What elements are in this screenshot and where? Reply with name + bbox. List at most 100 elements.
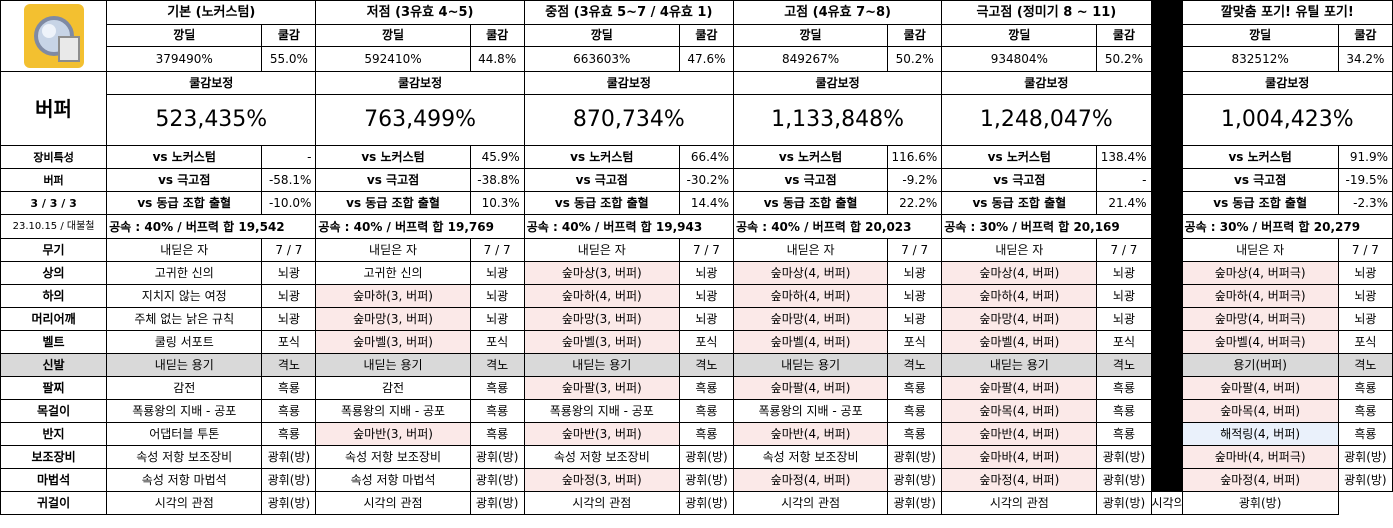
attack-speed-buff-sum: 공속 : 40% / 버프력 합 19,769 [315,214,525,239]
equip-item: 시각의 관점 [941,491,1098,515]
equip-item: 숲마목(4, 버퍼) [1181,399,1339,423]
correction-value: 523,435% [106,94,317,146]
equip-option: 광휘(방) [261,491,317,515]
comparison-value: 14.4% [678,191,734,215]
deal-value: 934804% [941,46,1098,72]
equip-option: 흑룡 [887,399,943,423]
attack-speed-buff-sum: 공속 : 30% / 버프력 합 20,279 [1181,214,1393,239]
comparison-label: vs 동급 조합 출혈 [941,191,1098,215]
deal-header: 깡딜 [106,23,263,48]
equip-option: 7 / 7 [678,238,734,262]
deal-header: 깡딜 [1181,23,1339,48]
comparison-value: 66.4% [678,145,734,169]
class-icon-cell [0,0,108,72]
comparison-label: vs 동급 조합 출혈 [315,191,471,215]
equip-item: 숲마하(4, 버퍼) [523,284,680,308]
equip-item: 쿨링 서포트 [106,330,263,354]
equip-option: 포식 [1096,330,1152,354]
equip-item: 숲마바(4, 버퍼) [941,445,1098,469]
equip-item: 시각의 관점 [315,491,471,515]
cool-header: 쿨감 [678,23,734,48]
equip-item: 고귀한 신의 [106,261,263,285]
equip-item: 내딛는 용기 [732,353,889,377]
buffer-label: 버퍼 [0,71,108,146]
equip-item: 내딛은 자 [941,238,1098,262]
equip-item: 숲마정(4, 버퍼) [732,468,889,492]
cool-header: 쿨감 [1096,23,1152,48]
comparison-value: -19.5% [1337,168,1393,192]
comparison-value: -58.1% [261,168,317,192]
comparison-label: vs 노커스텀 [106,145,263,169]
equip-option: 흑룡 [678,422,734,446]
equip-item: 내딛는 용기 [315,353,471,377]
equip-item: 감전 [106,376,263,400]
equip-option: 뇌광 [469,261,525,285]
equip-item: 속성 저항 마법석 [315,468,471,492]
left-meta-label: 버퍼 [0,168,108,192]
correction-value: 1,133,848% [732,94,943,146]
equip-item: 숲마반(3, 버퍼) [523,422,680,446]
equip-option: 흑룡 [1337,399,1393,423]
equip-item: 숲마벨(4, 버퍼) [941,330,1098,354]
comparison-label: vs 동급 조합 출혈 [106,191,263,215]
equip-option: 7 / 7 [887,238,943,262]
equip-item: 지치지 않는 여정 [106,284,263,308]
equip-option: 광휘(방) [887,491,943,515]
cool-header: 쿨감 [469,23,525,48]
equip-item: 숲마하(4, 버퍼극) [1181,284,1339,308]
equip-item: 시각의 관점 [1150,491,1183,515]
slot-label: 귀걸이 [0,491,108,515]
equip-item: 폭룡왕의 지배 - 공포 [732,399,889,423]
slot-label: 신발 [0,353,108,377]
comparison-table: 기본 (노커스텀) 저점 (3유효 4~5) 중점 (3유효 5~7 / 4유효 1… [0,0,1393,515]
equip-option: 광휘(방) [1181,491,1339,515]
equip-option: 포식 [887,330,943,354]
equip-item: 폭룡왕의 지배 - 공포 [315,399,471,423]
equip-item: 숲마팔(4, 버퍼) [941,376,1098,400]
comparison-value: 91.9% [1337,145,1393,169]
equip-item: 숲마하(3, 버퍼) [315,284,471,308]
equip-item: 숲마벨(3, 버퍼) [523,330,680,354]
equip-option: 뇌광 [678,307,734,331]
column-title: 극고점 (정미기 8 ~ 11) [941,0,1152,25]
slot-label: 하의 [0,284,108,308]
equip-item: 해적링(4, 버퍼) [1181,422,1339,446]
equip-option: 광휘(방) [1096,445,1152,469]
equip-item: 숲마벨(4, 버퍼) [732,330,889,354]
equip-item: 속성 저항 보조장비 [106,445,263,469]
comparison-label: vs 노커스텀 [1181,145,1339,169]
deal-value: 849267% [732,46,889,72]
equip-item: 숲마벨(4, 버퍼극) [1181,330,1339,354]
equip-option: 뇌광 [678,284,734,308]
equip-item: 내딛은 자 [732,238,889,262]
slot-label: 목걸이 [0,399,108,423]
comparison-value: - [1096,168,1152,192]
equip-item: 숲마망(4, 버퍼극) [1181,307,1339,331]
equip-option: 광휘(방) [469,491,525,515]
comparison-label: vs 노커스텀 [732,145,889,169]
correction-label: 쿨감보정 [941,71,1152,95]
slot-label: 머리어깨 [0,307,108,331]
comparison-label: vs 동급 조합 출혈 [523,191,680,215]
equip-option: 격노 [469,353,525,377]
comparison-label: vs 극고점 [941,168,1098,192]
slot-label: 상의 [0,261,108,285]
comparison-label: vs 극고점 [732,168,889,192]
equip-item: 용기(버퍼) [1181,353,1339,377]
equip-option: 뇌광 [1096,284,1152,308]
comparison-value: -10.0% [261,191,317,215]
cool-value: 34.2% [1337,46,1393,72]
column-title: 저점 (3유효 4~5) [315,0,525,25]
slot-label: 마법석 [0,468,108,492]
cool-value: 50.2% [887,46,943,72]
equip-option: 광휘(방) [1096,468,1152,492]
comparison-value: 21.4% [1096,191,1152,215]
equip-option: 광휘(방) [678,491,734,515]
correction-value: 870,734% [523,94,734,146]
equip-option: 7 / 7 [1096,238,1152,262]
cool-header: 쿨감 [887,23,943,48]
column-title: 중점 (3유효 5~7 / 4유효 1) [523,0,734,25]
equip-option: 흑룡 [678,376,734,400]
comparison-label: vs 동급 조합 출혈 [732,191,889,215]
correction-value: 1,248,047% [941,94,1152,146]
